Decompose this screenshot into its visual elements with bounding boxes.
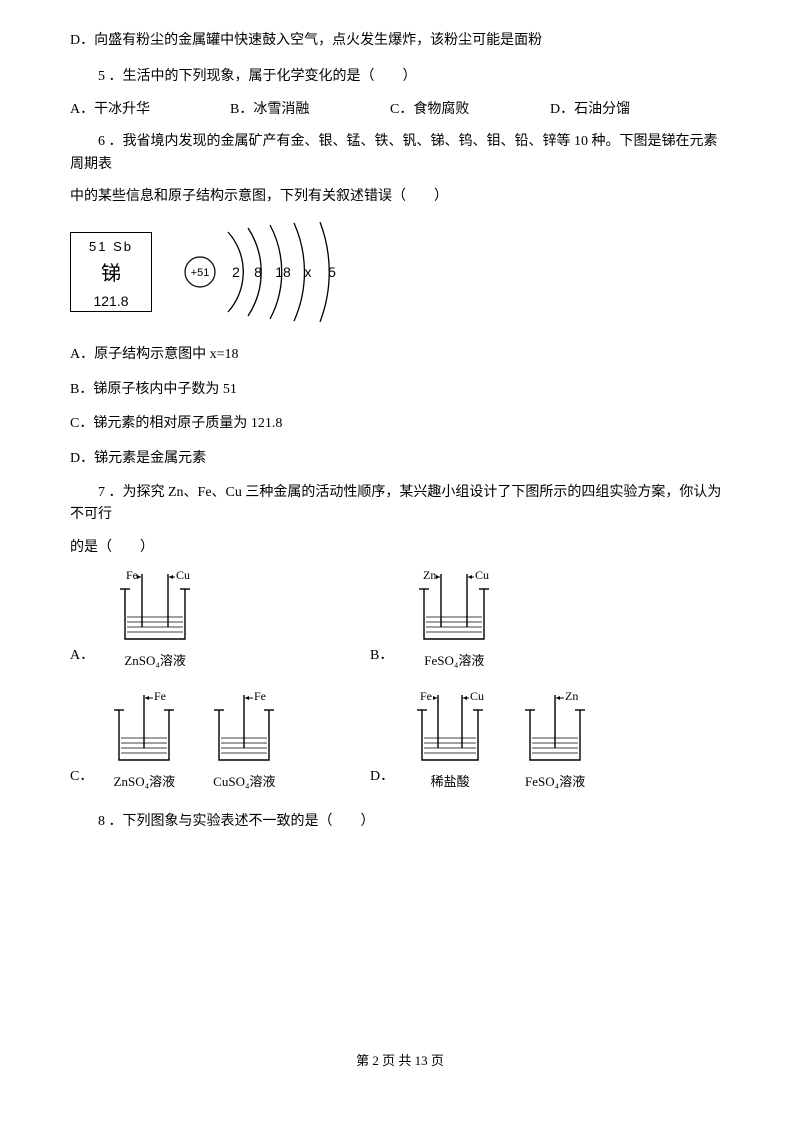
beaker-icon: Fe Cu	[400, 690, 500, 770]
atom-structure-icon: +51 2 8 18 x 5	[176, 222, 386, 322]
shell-2: 8	[254, 264, 262, 280]
element-name: 锑	[101, 258, 121, 290]
shell-3: 18	[275, 264, 291, 280]
svg-text:Fe: Fe	[420, 690, 432, 703]
svg-text:Zn: Zn	[565, 690, 578, 703]
beaker-icon: Zn	[510, 690, 600, 770]
beaker-d2: Zn FeSO₄溶液	[510, 690, 600, 793]
beaker-d1: Fe Cu 稀盐酸	[400, 690, 500, 793]
q5-c: C．食物腐败	[390, 99, 550, 121]
q5-options: A．干冰升华 B．冰雪消融 C．食物腐败 D．石油分馏	[70, 99, 730, 121]
q6-options: A．原子结构示意图中 x=18 B．锑原子核内中子数为 51 C．锑元素的相对原…	[70, 344, 730, 470]
q5-a: A．干冰升华	[70, 99, 230, 121]
sol-a: ZnSO₄溶液	[124, 651, 186, 672]
svg-text:Fe: Fe	[254, 690, 266, 703]
beaker-c2: Fe CuSO₄溶液	[199, 690, 289, 793]
beaker-icon: Fe	[199, 690, 289, 770]
sol-c1: ZnSO₄溶液	[114, 772, 176, 793]
atomic-mass: 121.8	[93, 290, 128, 312]
q7-c-letter: C．	[70, 766, 93, 788]
sol-d1: 稀盐酸	[431, 772, 470, 793]
element-diagram: 51 Sb 锑 121.8 +51 2 8 18 x 5	[70, 222, 730, 322]
q7-row-cd: C． Fe ZnSO₄溶液 Fe	[70, 690, 730, 793]
q7-row-ab: A． Fe Cu ZnSO₄溶液 B．	[70, 569, 730, 672]
beaker-icon: Fe Cu	[100, 569, 210, 649]
q5-d: D．石油分馏	[550, 99, 630, 121]
beaker-b: Zn Cu FeSO₄溶液	[399, 569, 509, 672]
q5-b: B．冰雪消融	[230, 99, 390, 121]
svg-text:Fe: Fe	[126, 569, 138, 582]
nucleus-label: +51	[191, 267, 210, 279]
sol-b: FeSO₄溶液	[424, 651, 484, 672]
q7-b-letter: B．	[370, 645, 393, 667]
q6-c: C．锑元素的相对原子质量为 121.8	[70, 413, 730, 435]
svg-text:Zn: Zn	[423, 569, 436, 582]
beaker-a: Fe Cu ZnSO₄溶液	[100, 569, 210, 672]
q4-option-d: D．向盛有粉尘的金属罐中快速鼓入空气，点火发生爆炸，该粉尘可能是面粉	[70, 30, 730, 52]
sol-d2: FeSO₄溶液	[525, 772, 585, 793]
svg-text:Cu: Cu	[176, 569, 190, 582]
svg-text:Fe: Fe	[154, 690, 166, 703]
q7-stem-1: 7 ．为探究 Zn、Fe、Cu 三种金属的活动性顺序，某兴趣小组设计了下图所示的…	[70, 482, 730, 527]
periodic-cell: 51 Sb 锑 121.8	[70, 232, 152, 312]
q5-stem: 5 ．生活中的下列现象，属于化学变化的是（ ）	[70, 66, 730, 88]
q7-stem-2: 的是（ ）	[70, 537, 730, 559]
q6-d: D．锑元素是金属元素	[70, 448, 730, 470]
q7-d-letter: D．	[370, 766, 394, 788]
beaker-c1: Fe ZnSO₄溶液	[99, 690, 189, 793]
atomic-num-symbol: 51 Sb	[89, 237, 133, 258]
beaker-icon: Fe	[99, 690, 189, 770]
sol-c2: CuSO₄溶液	[213, 772, 275, 793]
q6-stem-1: 6 ．我省境内发现的金属矿产有金、银、锰、铁、钒、锑、钨、钼、铅、锌等 10 种…	[70, 131, 730, 176]
shell-1: 2	[232, 264, 240, 280]
q6-b: B．锑原子核内中子数为 51	[70, 379, 730, 401]
page-footer: 第 2 页 共 13 页	[0, 1051, 800, 1072]
q6-stem-2: 中的某些信息和原子结构示意图，下列有关叙述错误（ ）	[70, 186, 730, 208]
beaker-icon: Zn Cu	[399, 569, 509, 649]
q7-a-letter: A．	[70, 645, 94, 667]
q8-stem: 8 ．下列图象与实验表述不一致的是（ ）	[70, 811, 730, 833]
q6-a: A．原子结构示意图中 x=18	[70, 344, 730, 366]
shell-5: 5	[328, 264, 336, 280]
svg-text:Cu: Cu	[475, 569, 489, 582]
shell-4: x	[305, 264, 312, 280]
svg-text:Cu: Cu	[470, 690, 484, 703]
